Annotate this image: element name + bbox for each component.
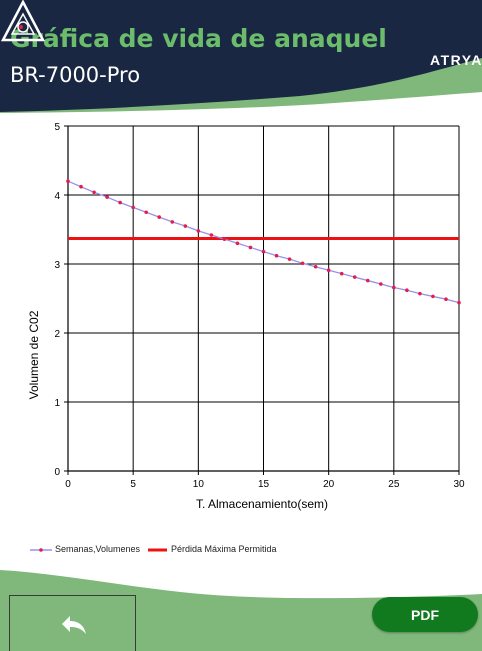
series-volume-point bbox=[183, 224, 188, 228]
series-volume-point bbox=[131, 205, 135, 210]
series-volume-point bbox=[300, 261, 305, 266]
series-volume-point bbox=[405, 288, 409, 293]
series-volume-point bbox=[339, 271, 344, 276]
legend-label-series-2: Pérdida Máxima Permitida bbox=[171, 544, 277, 554]
chart-legend: Semanas,Volumenes Pérdida Máxima Permiti… bbox=[0, 540, 482, 564]
page-title: Gráfica de vida de anaquel bbox=[10, 24, 387, 53]
series-volume-point bbox=[144, 210, 148, 215]
series-volume-point bbox=[326, 268, 331, 273]
x-tick-label: 5 bbox=[130, 479, 136, 490]
series-volume-point bbox=[118, 200, 122, 205]
series-volume-point bbox=[196, 229, 201, 233]
y-tick-label: 1 bbox=[54, 398, 60, 409]
series-volume-point bbox=[261, 249, 266, 254]
series-volume-point bbox=[92, 190, 96, 195]
x-tick-label: 30 bbox=[453, 479, 465, 490]
x-tick-label: 25 bbox=[388, 479, 400, 490]
x-tick-label: 15 bbox=[258, 479, 270, 490]
series-volume-point bbox=[105, 195, 109, 199]
series-volume-point bbox=[157, 215, 162, 219]
header-background bbox=[0, 0, 482, 116]
header: Gráfica de vida de anaquel BR-7000-Pro A… bbox=[0, 0, 482, 116]
x-tick-label: 20 bbox=[323, 479, 335, 490]
series-volume-point bbox=[444, 297, 448, 301]
model-name: BR-7000-Pro bbox=[10, 63, 141, 87]
y-tick-label: 5 bbox=[54, 122, 60, 133]
series-volume-point bbox=[209, 233, 214, 237]
series-volume-point bbox=[431, 294, 435, 299]
legend-label-series-1: Semanas,Volumenes bbox=[55, 544, 141, 554]
back-button[interactable] bbox=[9, 595, 136, 651]
series-volume-point bbox=[287, 257, 292, 261]
y-tick-label: 4 bbox=[54, 191, 60, 202]
legend-marker-series-1 bbox=[39, 548, 43, 552]
chart-series bbox=[66, 179, 461, 305]
atrya-logo-icon bbox=[0, 0, 46, 42]
series-volume-point bbox=[457, 300, 461, 305]
series-volume-point bbox=[392, 285, 396, 290]
shelf-life-chart: 0 5 10 15 20 25 30 0 1 2 3 4 5 T. Almacenamiento(sem… bbox=[27, 122, 465, 511]
series-volume-point bbox=[313, 264, 318, 269]
series-volume-point bbox=[274, 253, 279, 258]
series-volume-point bbox=[352, 275, 357, 279]
y-tick-label: 3 bbox=[54, 260, 60, 271]
logo-text: ATRYA bbox=[430, 52, 482, 68]
series-volume-point bbox=[66, 179, 70, 183]
series-volume-point bbox=[365, 278, 370, 283]
x-tick-label: 0 bbox=[65, 479, 71, 490]
series-volume-point bbox=[379, 282, 383, 286]
series-volume-point bbox=[235, 241, 240, 246]
series-volume-point bbox=[170, 220, 175, 224]
footer-background bbox=[0, 570, 482, 651]
chart-grid bbox=[67, 125, 460, 472]
pdf-button[interactable]: PDF bbox=[372, 597, 478, 632]
series-volume-point bbox=[418, 291, 422, 296]
series-volume-point bbox=[222, 237, 227, 241]
x-tick-label: 10 bbox=[193, 479, 205, 490]
back-arrow-icon bbox=[62, 616, 86, 634]
y-axis-label: Volumen de C02 bbox=[27, 310, 41, 399]
x-axis-label: T. Almacenamiento(sem) bbox=[196, 497, 328, 511]
series-volume-point bbox=[248, 245, 253, 250]
footer: PDF bbox=[0, 570, 482, 651]
chart-axes: 0 5 10 15 20 25 30 0 1 2 3 4 5 bbox=[54, 122, 465, 490]
series-volume-point bbox=[79, 184, 83, 189]
y-tick-label: 0 bbox=[54, 467, 60, 478]
y-tick-label: 2 bbox=[54, 329, 60, 340]
